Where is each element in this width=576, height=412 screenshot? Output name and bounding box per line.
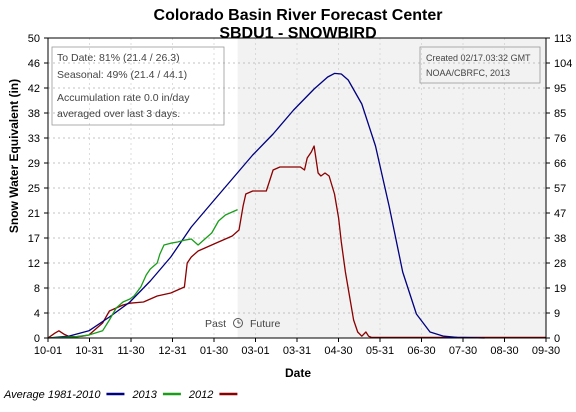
x-tick: 12-31 bbox=[158, 345, 186, 357]
to-date-text: To Date: 81% (21.4 / 26.3) bbox=[57, 52, 180, 64]
x-tick: 11-30 bbox=[117, 345, 144, 357]
y-tick-right: 113 bbox=[554, 33, 572, 45]
legend: Average 1981-2010 2013 2012 bbox=[3, 389, 238, 401]
y-tick-left: 21 bbox=[28, 208, 40, 220]
y-tick-right: 28 bbox=[554, 258, 566, 270]
y-tick-right: 19 bbox=[554, 283, 566, 295]
y-tick-right: 38 bbox=[554, 233, 566, 245]
x-tick: 06-30 bbox=[407, 345, 435, 357]
y-tick-left: 8 bbox=[34, 283, 40, 295]
y-tick-left: 42 bbox=[28, 83, 40, 95]
y-tick-right: 47 bbox=[554, 208, 566, 220]
plot-frame bbox=[47, 37, 547, 339]
y-tick-right: 57 bbox=[554, 183, 566, 195]
x-tick: 05-31 bbox=[366, 345, 394, 357]
series-line-2013 bbox=[47, 209, 238, 339]
x-tick: 04-30 bbox=[324, 345, 352, 357]
y-tick-left: 38 bbox=[28, 108, 40, 120]
x-axis-label: Date bbox=[285, 366, 311, 380]
legend-label: 2013 bbox=[131, 389, 157, 401]
x-tick: 01-30 bbox=[200, 345, 228, 357]
chart-title: Colorado Basin River Forecast Center bbox=[154, 7, 443, 24]
x-tick: 10-01 bbox=[34, 345, 62, 357]
y-tick-right: 76 bbox=[554, 133, 566, 145]
past-label: Past bbox=[205, 318, 226, 330]
x-tick: 03-31 bbox=[283, 345, 311, 357]
y-tick-left: 33 bbox=[28, 133, 40, 145]
x-tick: 09-30 bbox=[532, 345, 560, 357]
legend-label: 2012 bbox=[188, 389, 213, 401]
seasonal-text: Seasonal: 49% (21.4 / 44.1) bbox=[57, 69, 187, 81]
y-tick-left: 4 bbox=[34, 308, 40, 320]
y-tick-left: 50 bbox=[28, 33, 40, 45]
future-label: Future bbox=[250, 318, 281, 330]
y-tick-left: 29 bbox=[28, 158, 40, 170]
y-tick-right: 0 bbox=[554, 333, 560, 345]
x-tick: 03-01 bbox=[241, 345, 269, 357]
x-tick: 07-30 bbox=[449, 345, 477, 357]
y-axis-label: Snow Water Equivalent (in) bbox=[7, 79, 21, 233]
series-line-average-1981-2010 bbox=[47, 72, 485, 339]
y-tick-left: 12 bbox=[28, 258, 40, 270]
stats-box bbox=[51, 46, 225, 126]
accum-rate-text: Accumulation rate 0.0 in/day bbox=[57, 92, 190, 104]
x-tick: 08-30 bbox=[490, 345, 518, 357]
accum-window-text: averaged over last 3 days. bbox=[57, 108, 180, 120]
y-tick-right: 95 bbox=[554, 83, 566, 95]
y-tick-left: 17 bbox=[28, 233, 40, 245]
y-tick-right: 85 bbox=[554, 108, 566, 120]
y-tick-left: 46 bbox=[28, 58, 40, 70]
source-text: NOAA/CBRFC, 2013 bbox=[426, 68, 510, 78]
credit-box bbox=[419, 46, 541, 84]
clock-icon bbox=[233, 318, 243, 328]
y-tick-right: 9 bbox=[554, 308, 560, 320]
legend-label: Average 1981-2010 bbox=[3, 389, 101, 401]
y-tick-left: 25 bbox=[28, 183, 40, 195]
y-tick-left: 0 bbox=[34, 333, 40, 345]
y-tick-right: 66 bbox=[554, 158, 566, 170]
x-tick: 10-31 bbox=[75, 345, 103, 357]
y-tick-right: 104 bbox=[554, 58, 572, 70]
created-text: Created 02/17.03:32 GMT bbox=[426, 53, 531, 63]
